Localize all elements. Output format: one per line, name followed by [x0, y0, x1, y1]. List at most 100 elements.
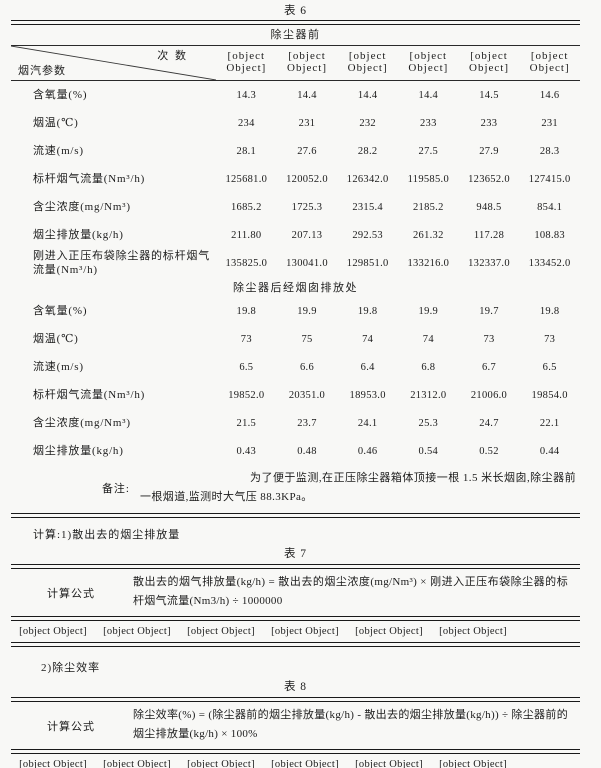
value-cell: [object Object]	[187, 626, 255, 637]
cell-value: 1685.2	[230, 201, 262, 213]
cell-value: 211.80	[231, 229, 262, 241]
table8-title: 表 8	[283, 681, 308, 693]
column-header: [object Object]	[226, 50, 267, 74]
formula-label: 计算公式	[47, 588, 95, 600]
cell-value: 132337.0	[468, 257, 510, 269]
table6-section1-body: 含氧量(%) 14.3 14.4 14.4 14.4 14.5 14.6 烟温(…	[11, 81, 580, 277]
table-row: 含氧量(%) 14.3 14.4 14.4 14.4 14.5 14.6	[11, 81, 580, 109]
cell-value: 74	[362, 333, 374, 345]
table-row: 含尘浓度(mg/Nm³) 21.5 23.7 24.1 25.3 24.7 22…	[11, 409, 580, 437]
cell-value: 73	[544, 333, 556, 345]
cell-value: 14.5	[479, 89, 499, 101]
cell-value: 123652.0	[468, 173, 510, 185]
cell-value: 231	[541, 117, 558, 129]
cell-value: 28.3	[539, 145, 560, 157]
cell-value: 21312.0	[410, 389, 447, 401]
double-rule	[11, 749, 580, 754]
cell-value: 0.48	[297, 445, 317, 457]
table-row: 烟温(℃) 73 75 74 74 73 73	[11, 325, 580, 353]
value-cell: [object Object]	[103, 759, 171, 768]
table-row: 含氧量(%) 19.8 19.9 19.8 19.9 19.7 19.8	[11, 297, 580, 325]
value-cell: [object Object]	[355, 759, 423, 768]
cell-value: 130041.0	[286, 257, 328, 269]
column-header: [object Object]	[408, 50, 449, 74]
cell-value: 2185.2	[412, 201, 444, 213]
cell-value: 14.4	[297, 89, 317, 101]
cell-value: 14.3	[236, 89, 257, 101]
value-cell: [object Object]	[103, 626, 171, 637]
column-header: [object Object]	[469, 50, 509, 74]
row-label: 标杆烟气流量(Nm³/h)	[33, 389, 146, 401]
cell-value: 0.43	[236, 445, 257, 457]
cell-value: 261.32	[412, 229, 444, 241]
cell-value: 127415.0	[528, 173, 571, 185]
values-row: [object Object] [object Object] [object …	[11, 754, 580, 768]
table6-title: 表 6	[283, 5, 308, 17]
double-rule	[11, 513, 580, 518]
cell-value: 126342.0	[346, 173, 389, 185]
cell-value: 14.6	[539, 89, 560, 101]
cell-value: 74	[422, 333, 434, 345]
value-cell: [object Object]	[355, 626, 423, 637]
cell-value: 19852.0	[228, 389, 265, 401]
cell-value: 1725.3	[291, 201, 323, 213]
cell-value: 21.5	[236, 417, 257, 429]
table-row: 流速(m/s) 28.1 27.6 28.2 27.5 27.9 28.3	[11, 137, 580, 165]
cell-value: 0.44	[539, 445, 560, 457]
row-label: 含氧量(%)	[33, 89, 88, 101]
cell-value: 133216.0	[407, 257, 450, 269]
cell-value: 18953.0	[349, 389, 386, 401]
cell-value: 207.13	[291, 229, 323, 241]
value-cell: [object Object]	[439, 759, 507, 768]
calc2-heading: 2)除尘效率	[41, 662, 101, 674]
row-label: 标杆烟气流量(Nm³/h)	[33, 173, 146, 185]
value-cell: [object Object]	[19, 626, 87, 637]
table-row: 流速(m/s) 6.5 6.6 6.4 6.8 6.7 6.5	[11, 353, 580, 381]
cell-value: 233	[480, 117, 498, 129]
double-rule	[11, 697, 580, 702]
row-label: 含尘浓度(mg/Nm³)	[33, 417, 131, 429]
value-cell: [object Object]	[19, 759, 87, 768]
table-row: 烟尘排放量(kg/h) 211.80 207.13 292.53 261.32 …	[11, 221, 580, 249]
column-header: [object Object]	[347, 50, 388, 74]
cell-value: 73	[240, 333, 252, 345]
double-rule	[11, 564, 580, 569]
cell-value: 120052.0	[286, 173, 328, 185]
table6-header-row: 次 数 烟汽参数 [object Object] [object Object]…	[11, 46, 580, 81]
cell-value: 6.6	[299, 361, 314, 373]
table-row: 标杆烟气流量(Nm³/h) 19852.0 20351.0 18953.0 21…	[11, 381, 580, 409]
calc1-heading: 计算:1)散出去的烟尘排放量	[33, 529, 181, 541]
cell-value: 22.1	[539, 417, 560, 429]
table-row: 烟尘排放量(kg/h) 0.43 0.48 0.46 0.54 0.52 0.4…	[11, 437, 580, 465]
table7: 计算公式 散出去的烟气排放量(kg/h) = 散出去的烟尘浓度(mg/Nm³) …	[11, 564, 580, 647]
double-rule	[11, 20, 580, 25]
row-label: 烟尘排放量(kg/h)	[33, 445, 124, 457]
cell-value: 2315.4	[352, 201, 383, 213]
table-row: 标杆烟气流量(Nm³/h) 125681.0 120052.0 126342.0…	[11, 165, 580, 193]
table6: 除尘器前 次 数 烟汽参数 [object Object] [object Ob…	[11, 20, 580, 518]
cell-value: 19.9	[418, 305, 439, 317]
cell-value: 117.28	[473, 229, 505, 241]
table6-section2-body: 含氧量(%) 19.8 19.9 19.8 19.9 19.7 19.8 烟温(…	[11, 297, 580, 465]
cell-value: 6.5	[239, 361, 254, 373]
cell-value: 125681.0	[225, 173, 268, 185]
row-label: 烟温(℃)	[33, 117, 79, 129]
row-label: 烟尘排放量(kg/h)	[33, 229, 124, 241]
row-label: 含尘浓度(mg/Nm³)	[33, 201, 131, 213]
cell-value: 14.4	[418, 89, 439, 101]
table-row: 刚进入正压布袋除尘器的标杆烟气流量(Nm³/h) 135825.0 130041…	[11, 249, 580, 277]
cell-value: 19.9	[297, 305, 317, 317]
cell-value: 129851.0	[346, 257, 389, 269]
section-header-before-collector: 除尘器前	[11, 25, 580, 46]
cell-value: 28.1	[236, 145, 257, 157]
double-rule	[11, 642, 580, 647]
cell-value: 19.7	[479, 305, 499, 317]
column-header: [object Object]	[529, 50, 570, 74]
cell-value: 20351.0	[288, 389, 326, 401]
cell-value: 231	[298, 117, 316, 129]
value-cell: [object Object]	[271, 759, 339, 768]
formula-row: 计算公式 散出去的烟气排放量(kg/h) = 散出去的烟尘浓度(mg/Nm³) …	[11, 569, 580, 616]
cell-value: 24.1	[357, 417, 378, 429]
remark-text: 为了便于监测,在正压除尘器箱体顶接一根 1.5 米长烟囱,除尘器前一根烟道,监测…	[140, 472, 576, 503]
remark-row: 备注: 为了便于监测,在正压除尘器箱体顶接一根 1.5 米长烟囱,除尘器前一根烟…	[11, 465, 580, 513]
